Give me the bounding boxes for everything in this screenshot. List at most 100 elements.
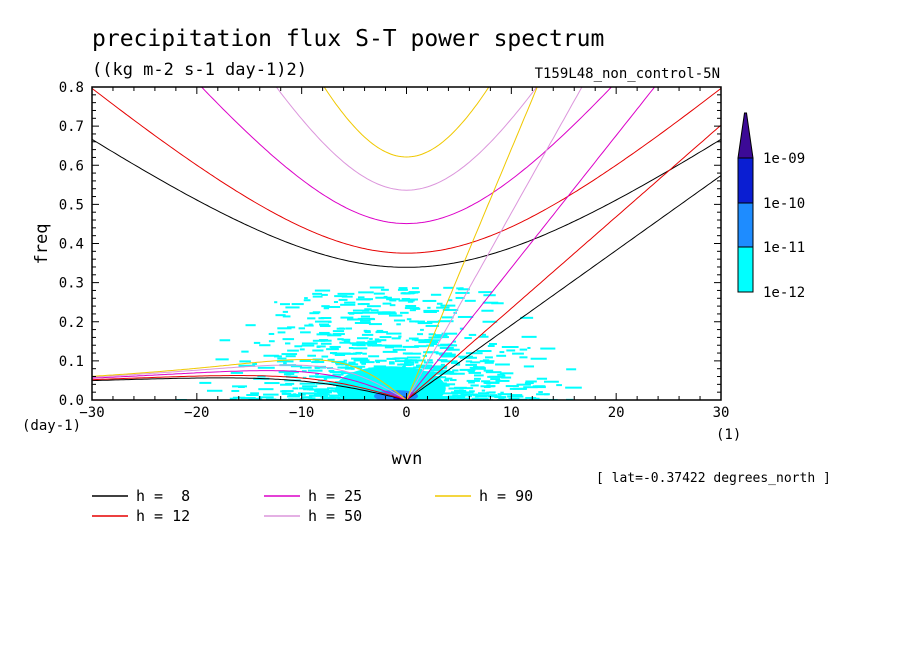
power-cell — [264, 382, 280, 385]
colorbar-label: 1e-12 — [763, 285, 805, 301]
power-cell — [465, 352, 483, 355]
power-cell — [370, 309, 379, 312]
power-cell — [364, 308, 372, 311]
power-cell — [283, 362, 287, 365]
power-cell — [348, 361, 356, 364]
power-cell — [301, 342, 318, 345]
colorbar-segment — [737, 157, 754, 204]
colorbar — [737, 112, 754, 293]
power-cell — [430, 293, 442, 296]
power-cell — [398, 335, 402, 338]
power-cell — [379, 336, 392, 339]
y-tick-labels: 0.0 0.1 0.2 0.3 0.4 0.5 0.6 0.7 0.8 — [59, 80, 84, 409]
power-cell — [460, 387, 474, 390]
power-cell — [519, 356, 528, 359]
power-cell — [428, 333, 436, 336]
y-tick-label: 0.7 — [59, 119, 84, 135]
power-cell — [268, 340, 275, 343]
power-cell — [321, 293, 328, 296]
power-cell — [443, 383, 456, 386]
power-cell — [320, 342, 332, 345]
power-cell — [523, 365, 535, 368]
power-cell — [229, 397, 237, 400]
power-cell — [433, 367, 447, 370]
power-cell — [494, 396, 507, 399]
power-cell — [352, 309, 370, 312]
power-cell — [361, 333, 374, 336]
power-cell — [437, 359, 448, 362]
power-cell — [414, 339, 428, 342]
power-cell — [332, 333, 345, 336]
power-cell — [263, 354, 279, 357]
rossby-curve — [92, 359, 407, 400]
power-cell — [424, 339, 441, 342]
power-cell — [394, 360, 409, 363]
power-cell — [414, 345, 427, 348]
power-cell — [491, 385, 496, 388]
power-cell — [343, 340, 350, 343]
power-cell — [485, 371, 502, 374]
power-cell — [345, 364, 349, 367]
power-cell — [314, 366, 320, 369]
power-cell — [393, 319, 406, 322]
power-cell — [417, 364, 433, 367]
power-cell — [466, 379, 480, 382]
power-cell — [250, 392, 259, 395]
power-cell — [326, 348, 339, 351]
power-cell — [347, 312, 363, 315]
power-cell — [327, 334, 342, 337]
power-cell — [298, 387, 314, 390]
power-cell — [556, 384, 562, 387]
power-cell — [329, 394, 344, 397]
power-cell — [351, 357, 368, 360]
power-cell — [308, 397, 316, 400]
colorbar-label: 1e-09 — [763, 151, 805, 167]
power-cell — [479, 398, 488, 400]
power-cell — [344, 301, 356, 304]
power-cell — [409, 309, 416, 312]
power-cell — [401, 292, 406, 295]
power-cell — [497, 373, 505, 376]
power-cell — [366, 305, 381, 308]
power-cell — [316, 375, 333, 378]
power-cell — [285, 382, 295, 385]
power-cell — [437, 344, 445, 347]
power-cell — [341, 363, 359, 366]
power-cell — [376, 311, 391, 314]
power-cell — [391, 337, 401, 340]
power-cell — [443, 396, 451, 399]
power-cell — [361, 303, 370, 306]
power-cell — [425, 324, 440, 327]
power-cell — [483, 369, 494, 372]
power-cell — [384, 346, 394, 349]
power-cell — [246, 394, 259, 397]
power-cell — [434, 334, 448, 337]
y-unit-label: (day-1) — [22, 418, 81, 434]
power-cell — [436, 306, 450, 309]
power-cell — [544, 380, 559, 383]
power-cell — [307, 354, 316, 357]
y-tick-label: 0.2 — [59, 315, 84, 331]
power-cell — [389, 361, 395, 364]
power-cell — [429, 343, 437, 346]
power-cell — [312, 295, 323, 298]
power-cell — [440, 372, 457, 375]
y-axis-label: freq — [32, 224, 52, 265]
gravity-wave-curve — [92, 138, 721, 268]
power-cell — [350, 365, 366, 368]
power-cell — [375, 361, 380, 364]
power-cell — [467, 394, 473, 397]
power-cell — [380, 288, 389, 291]
power-cell — [501, 374, 506, 377]
power-cell — [464, 299, 476, 302]
rossby-curve — [92, 370, 407, 400]
power-cell — [238, 385, 245, 388]
power-cell — [301, 396, 313, 399]
power-cell — [449, 379, 457, 382]
y-tick-label: 0.1 — [59, 354, 84, 370]
power-cell — [392, 348, 406, 351]
power-cell — [325, 397, 332, 400]
power-cell — [329, 345, 341, 348]
power-cell — [427, 359, 433, 362]
